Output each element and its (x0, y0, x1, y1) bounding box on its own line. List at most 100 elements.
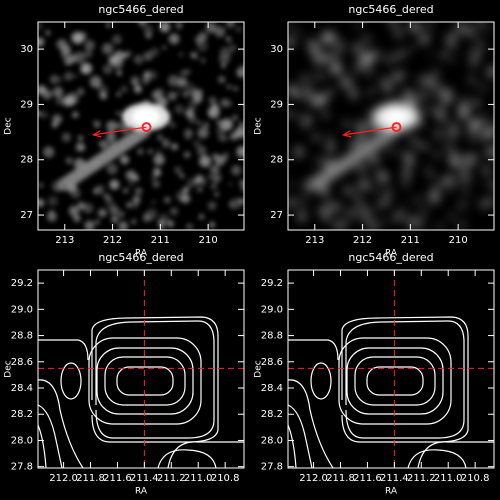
map-blob (366, 92, 371, 97)
map-blob (392, 213, 402, 223)
map-blob (450, 58, 456, 63)
y-axis-label: Dec (4, 117, 14, 134)
chart-title: ngc5466_dered (98, 3, 183, 16)
map-blob (407, 134, 413, 141)
map-blob (393, 51, 403, 61)
map-blob (378, 181, 384, 187)
map-blob (160, 226, 165, 230)
map-blob (343, 189, 348, 194)
map-blob (444, 35, 454, 45)
map-blob (220, 118, 233, 131)
map-blob (433, 151, 441, 158)
map-blob (432, 91, 440, 98)
map-blob (42, 89, 53, 100)
map-blob (185, 223, 193, 230)
map-blob (198, 213, 205, 220)
contour-line (60, 362, 82, 400)
map-blob (302, 114, 313, 125)
map-blob (185, 108, 195, 118)
map-blob (194, 174, 205, 184)
map-blob (376, 202, 382, 208)
plot-area (288, 22, 494, 230)
map-blob (476, 84, 482, 90)
map-blob (143, 25, 154, 35)
map-blob (288, 37, 295, 47)
map-blob (401, 175, 406, 180)
x-tick-label: 211.6 (353, 473, 382, 484)
map-blob (397, 149, 403, 154)
map-blob (486, 145, 494, 158)
map-blob (82, 203, 94, 214)
contour-line (417, 441, 494, 468)
map-blob (236, 145, 244, 158)
map-blob (489, 179, 494, 187)
map-blob (459, 164, 470, 175)
contour-line (346, 347, 444, 415)
map-blob (226, 36, 231, 42)
map-blob (383, 54, 394, 65)
map-blob (369, 155, 380, 165)
map-blob (475, 22, 486, 28)
map-blob (197, 121, 202, 126)
map-blob (298, 210, 305, 216)
map-blob (64, 95, 76, 107)
map-blob (356, 120, 367, 132)
map-blob (76, 87, 85, 96)
map-blob (424, 104, 435, 115)
map-blob (359, 205, 370, 216)
map-blob (447, 127, 459, 139)
map-blob (147, 70, 158, 81)
plot-area (38, 270, 244, 468)
map-blob (218, 53, 231, 65)
map-blob (334, 220, 345, 230)
map-blob (225, 22, 236, 28)
map-blob (169, 121, 176, 128)
map-blob (445, 88, 453, 96)
map-blob (153, 154, 165, 166)
contour-line (341, 316, 469, 443)
x-tick-label: 211.8 (326, 473, 355, 484)
map-blob (214, 26, 226, 38)
map-blob (109, 179, 120, 190)
map-blob (200, 58, 206, 63)
map-blob (413, 196, 421, 204)
map-blob (143, 51, 153, 61)
y-tick-label: 30 (270, 44, 283, 55)
map-blob (106, 163, 118, 175)
map-blob (457, 106, 470, 119)
map-blob (476, 36, 481, 42)
map-blob (381, 79, 388, 86)
map-blob (381, 201, 389, 209)
map-blob (460, 183, 468, 190)
map-blob (421, 143, 428, 151)
map-blob (228, 182, 233, 187)
chart-title: ngc5466_dered (348, 251, 433, 264)
map-blob (449, 155, 462, 168)
map-blob (38, 22, 43, 31)
map-blob (235, 126, 244, 139)
map-blob (174, 166, 182, 174)
map-blob (478, 44, 487, 52)
map-blob (51, 121, 58, 128)
map-blob (84, 220, 95, 230)
map-blob (126, 202, 132, 208)
y-axis-label: Dec (254, 117, 264, 134)
map-blob (138, 22, 147, 27)
y-tick-label: 27.8 (11, 462, 33, 473)
map-blob (99, 92, 108, 100)
map-blob (134, 187, 143, 196)
map-blob (102, 64, 113, 75)
map-blob (68, 54, 78, 63)
map-blob (468, 53, 481, 65)
map-blob (218, 133, 227, 142)
y-tick-label: 28.0 (261, 435, 283, 446)
map-blob (384, 187, 393, 196)
map-blob (443, 139, 451, 148)
contour-line (366, 366, 424, 396)
map-blob (52, 86, 64, 98)
map-blob (383, 85, 392, 94)
y-tick-label: 28.8 (11, 331, 33, 342)
contour-line (338, 337, 452, 425)
map-blob (467, 75, 476, 84)
y-tick-label: 30 (20, 44, 33, 55)
